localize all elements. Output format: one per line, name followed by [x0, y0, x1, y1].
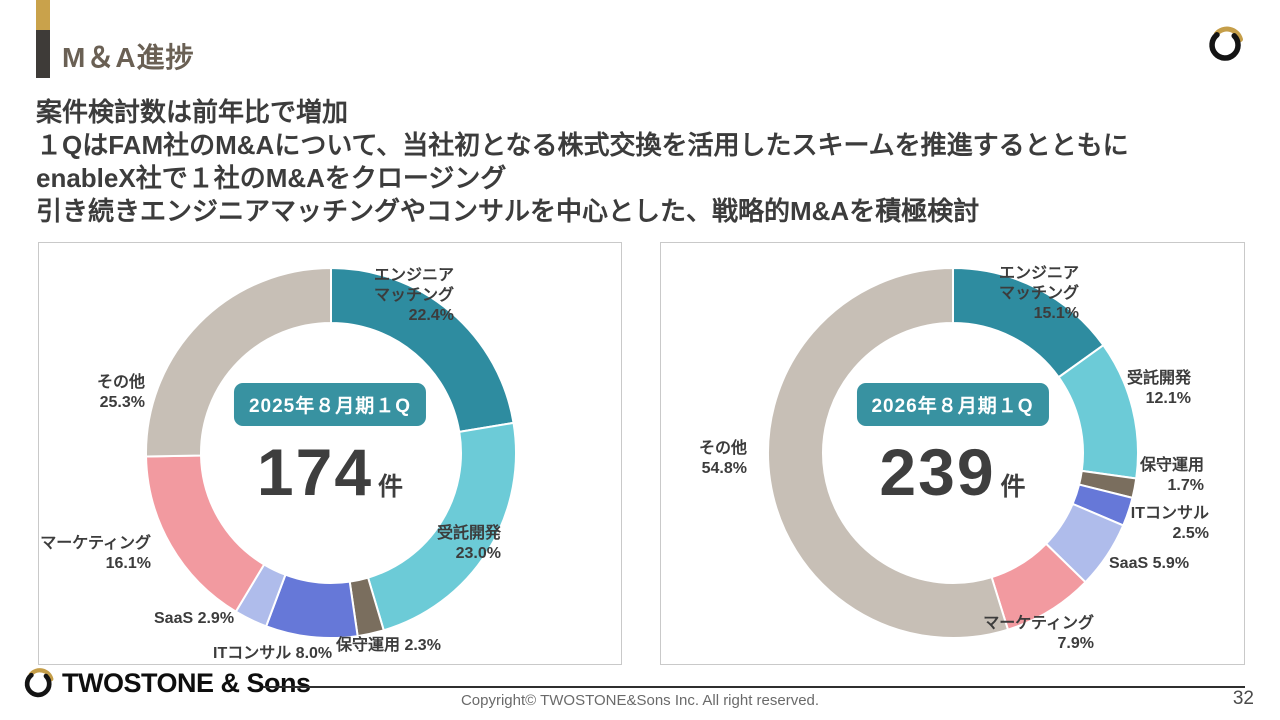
segment-label-contract-dev: 受託開発 23.0% — [436, 525, 501, 562]
company-logo-icon — [1209, 26, 1243, 61]
total-number: 174 — [256, 435, 374, 509]
donut-segment-その他 — [766, 267, 1009, 639]
segment-label-saas: SaaS 2.9% — [154, 610, 235, 627]
segment-label-other: その他 25.3% — [96, 374, 145, 411]
lead-line-4: 引き続きエンジニアマッチングやコンサルを中心とした、戦略的M&Aを積極検討 — [36, 196, 980, 226]
segment-label-it-consulting: ITコンサル 2.5% — [1130, 505, 1209, 542]
segment-label-engineer-matching: エンジニア マッチング 22.4% — [373, 267, 454, 324]
chart-panel-2026: 2026年８月期１Q 239 件 エンジニア マッチング 15.1% 受託開発 … — [660, 242, 1245, 665]
segment-label-contract-dev: 受託開発 12.1% — [1126, 370, 1191, 407]
total-unit: 件 — [378, 473, 404, 501]
company-logo-icon — [24, 668, 54, 698]
segment-label-engineer-matching: エンジニア マッチング 15.1% — [998, 265, 1079, 322]
chart-panel-2025: 2025年８月期１Q 174 件 エンジニア マッチング 22.4% 受託開発 … — [38, 242, 622, 665]
accent-gold-block — [36, 0, 50, 30]
total-count-2026: 239 件 — [661, 435, 1244, 511]
total-count-2025: 174 件 — [39, 435, 621, 511]
footer-logo: TWOSTONE & Sons — [22, 666, 311, 700]
total-number: 239 — [879, 435, 996, 509]
donut-chart-2025 — [145, 267, 517, 639]
segment-label-other: その他 54.8% — [698, 440, 747, 477]
segment-label-it-consulting: ITコンサル 8.0% — [213, 645, 333, 662]
lead-text: 案件検討数は前年比で増加 １QはFAM社のM&Aについて、当社初となる株式交換を… — [36, 96, 1248, 228]
period-badge-2025: 2025年８月期１Q — [233, 383, 427, 426]
page-title: M＆A進捗 — [62, 42, 195, 73]
footer-logo-text: TWOSTONE & Sons — [62, 667, 311, 698]
title-accent-bar — [36, 0, 50, 78]
copyright-text: Copyright© TWOSTONE&Sons Inc. All right … — [460, 692, 820, 709]
segment-label-maintenance: 保守運用 1.7% — [1139, 457, 1204, 494]
total-unit: 件 — [1000, 473, 1026, 501]
donut-chart-2026 — [766, 267, 1139, 639]
lead-line-3: enableX社で１社のM&Aをクロージング — [36, 163, 507, 193]
segment-label-marketing: マーケティング 7.9% — [983, 615, 1094, 652]
segment-label-saas: SaaS 5.9% — [1109, 555, 1190, 572]
segment-label-marketing: マーケティング 16.1% — [40, 535, 151, 572]
lead-line-1: 案件検討数は前年比で増加 — [36, 97, 349, 127]
page-number: 32 — [1232, 688, 1254, 709]
accent-dark-block — [36, 30, 50, 78]
donut-segment-その他 — [145, 267, 332, 458]
period-badge-2026: 2026年８月期１Q — [856, 383, 1049, 426]
lead-line-2: １QはFAM社のM&Aについて、当社初となる株式交換を活用したスキームを推進する… — [36, 130, 1129, 160]
footer-divider — [263, 686, 1245, 688]
segment-label-maintenance: 保守運用 2.3% — [336, 637, 441, 654]
